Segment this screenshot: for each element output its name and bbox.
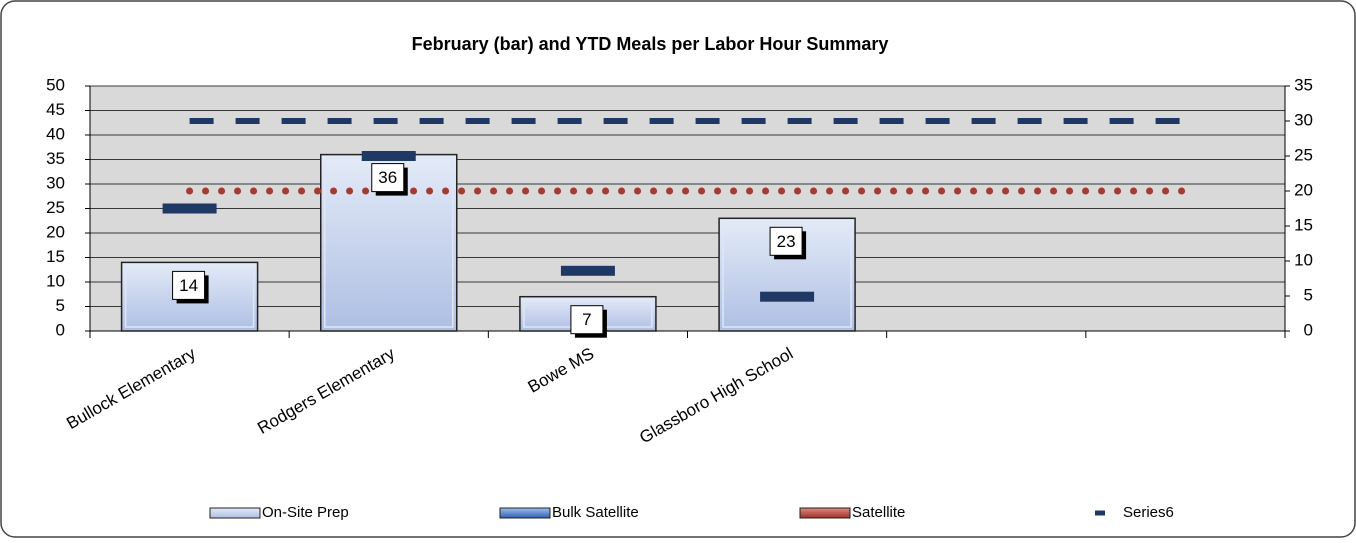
chart-title: February (bar) and YTD Meals per Labor H… — [412, 34, 889, 54]
y-tick-label: 0 — [56, 320, 65, 339]
marker — [760, 291, 815, 302]
y2-tick-label: 15 — [1294, 215, 1313, 234]
y2-tick-label: 5 — [1304, 285, 1313, 304]
y2-tick-label: 35 — [1294, 75, 1313, 94]
value-label-box — [769, 226, 803, 256]
value-label: 14 — [179, 276, 198, 295]
legend-label: Series6 — [1123, 504, 1174, 521]
legend-label: On-Site Prep — [262, 504, 349, 521]
y-tick-label: 45 — [46, 100, 65, 119]
value-label-box — [570, 305, 604, 335]
value-label: 23 — [777, 232, 796, 251]
y2-tick-label: 0 — [1304, 320, 1313, 339]
legend-swatch — [1095, 510, 1105, 516]
bar-bevel — [124, 265, 255, 328]
marker — [560, 265, 615, 276]
legend-swatch — [799, 507, 851, 519]
y-tick-label: 40 — [46, 124, 65, 143]
marker — [361, 151, 416, 161]
y-tick-label: 5 — [56, 296, 65, 315]
y2-tick-label: 10 — [1294, 250, 1313, 269]
value-label-box — [371, 163, 405, 193]
legend-swatch — [209, 507, 261, 519]
legend-swatch — [499, 507, 551, 519]
y2-tick-label: 25 — [1294, 145, 1313, 164]
value-label: 7 — [582, 310, 591, 329]
bar-bevel — [722, 221, 852, 328]
value-label: 36 — [378, 168, 397, 187]
y-tick-label: 15 — [46, 247, 65, 266]
y2-tick-label: 20 — [1294, 180, 1313, 199]
legend-label: Bulk Satellite — [552, 504, 639, 521]
y-tick-label: 20 — [46, 222, 65, 241]
y-tick-label: 25 — [46, 198, 65, 217]
y-tick-label: 50 — [46, 75, 65, 94]
y-tick-label: 10 — [46, 271, 65, 290]
y-tick-label: 30 — [46, 173, 65, 192]
legend-label: Satellite — [852, 504, 905, 521]
y-tick-label: 35 — [46, 149, 65, 168]
marker — [162, 203, 217, 214]
y2-tick-label: 30 — [1294, 110, 1313, 129]
value-label-box — [172, 270, 206, 300]
